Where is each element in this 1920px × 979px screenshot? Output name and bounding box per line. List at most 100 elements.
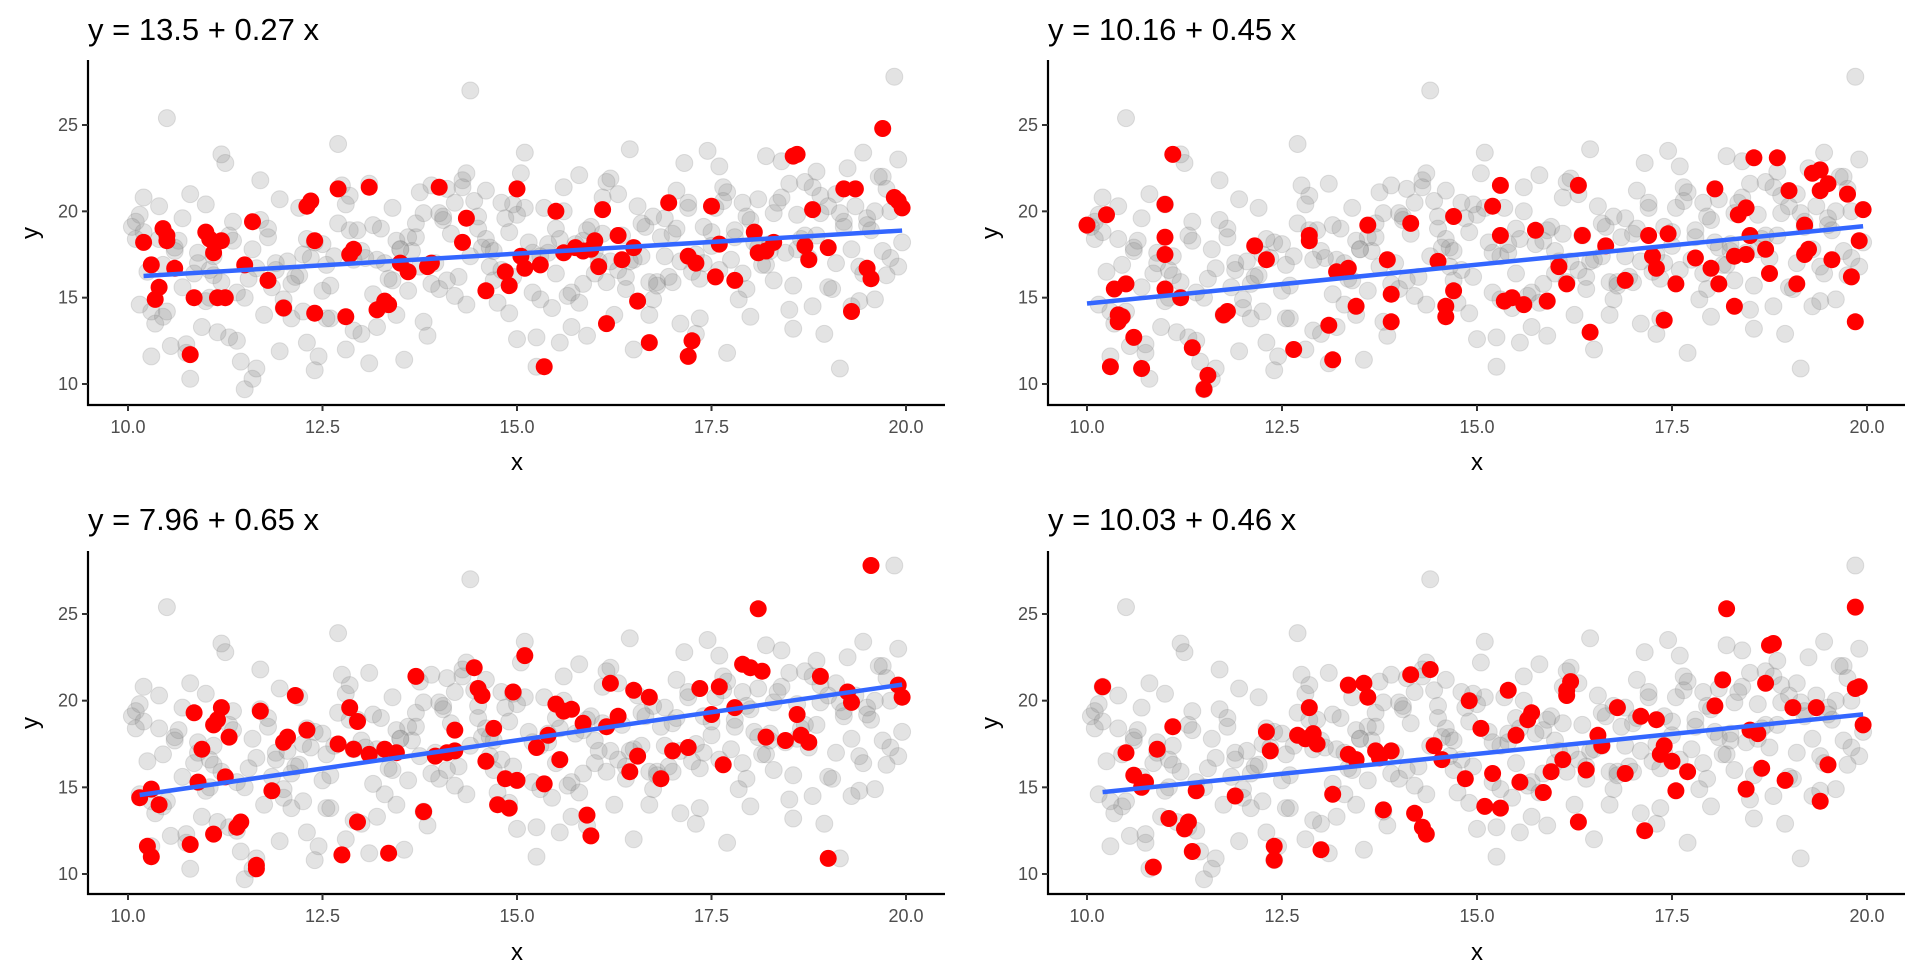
population-point [827,674,845,693]
population-point [1234,299,1252,317]
population-point [434,207,453,226]
population-point [469,709,488,727]
population-point [1374,204,1393,223]
population-point [893,722,912,741]
population-point [1253,302,1272,321]
population-point [1124,238,1143,257]
population-point [243,369,262,388]
sample-point [598,315,615,333]
population-point [1483,283,1502,302]
population-point [500,304,519,323]
y-tick-label: 15 [1018,777,1038,797]
sample-point [275,299,293,317]
population-point [216,154,235,172]
sample-point [535,358,553,376]
sample-point [601,674,619,692]
population-point [1639,688,1658,707]
sample-point [893,688,911,706]
sample-point [660,194,678,212]
sample-point [298,721,316,739]
sample-point [1538,292,1556,310]
population-point [270,832,289,851]
population-point [667,670,686,689]
population-point [301,738,320,757]
population-point [1354,840,1373,859]
y-tick-label: 25 [58,115,78,135]
axis-ticks: 10.0 12.5 15.0 17.5 20.0 10 15 20 25 [1018,604,1885,926]
population-point [827,743,845,762]
sample-point [1491,799,1509,817]
population-point [858,209,877,228]
population-point [838,648,857,667]
population-point [1362,242,1381,260]
sample-point [1811,161,1829,179]
sample-points [135,120,911,376]
population-point [776,243,795,262]
sample-point [216,289,234,307]
sample-point [1811,792,1829,810]
population-point [1249,755,1268,774]
y-tick-label: 15 [58,777,78,797]
sample-point [703,197,720,215]
population-point [1468,205,1486,224]
sample-point [846,180,864,198]
population-point [414,204,433,223]
population-point [753,745,772,764]
population-point [270,679,289,698]
population-point [1304,321,1323,340]
population-point [1444,761,1463,779]
population-point [1343,198,1362,217]
population-point [815,324,834,343]
population-point [1128,231,1147,250]
sample-point [232,813,250,831]
population-point [1405,776,1424,795]
population-point [1592,703,1611,722]
population-point [321,799,340,818]
population-point [644,207,663,226]
sample-point [1640,227,1658,244]
population-point [1113,255,1132,274]
population-point [1604,207,1623,226]
population-point [690,269,709,288]
sample-point [1300,227,1318,244]
population-point [1678,183,1697,202]
population-point [702,726,721,745]
population-point [1553,714,1572,733]
population-point [807,651,826,670]
sample-point [1636,822,1654,840]
x-tick-label: 20.0 [1849,417,1884,437]
population-point [523,283,542,302]
sample-point [1737,780,1755,798]
sample-point [1226,787,1244,805]
population-point [1631,804,1650,823]
population-point [1202,729,1221,748]
population-point [733,193,752,212]
y-tick-label: 10 [1018,374,1038,394]
sample-point [1445,282,1463,300]
sample-point [1246,237,1264,255]
population-point [1366,703,1385,722]
y-axis-label: y [977,717,1004,729]
population-point [476,230,495,248]
population-point [1241,309,1260,328]
population-point [1331,219,1350,238]
population-point [1514,202,1533,221]
population-point [1390,769,1408,788]
sample-point [1702,259,1720,277]
sample-point [212,699,230,717]
population-point [399,228,418,247]
population-point [780,663,799,682]
sample-point [1164,145,1182,163]
population-point [694,743,713,762]
population-point [1460,793,1479,812]
population-point [640,273,659,292]
population-point [185,754,204,773]
population-point [1171,634,1190,653]
population-point [208,323,227,342]
sample-point [1445,208,1463,225]
population-point [1249,198,1268,217]
sample-point [551,751,569,769]
population-point [1136,825,1155,844]
population-point [1237,741,1256,760]
sample-point [1667,782,1685,800]
